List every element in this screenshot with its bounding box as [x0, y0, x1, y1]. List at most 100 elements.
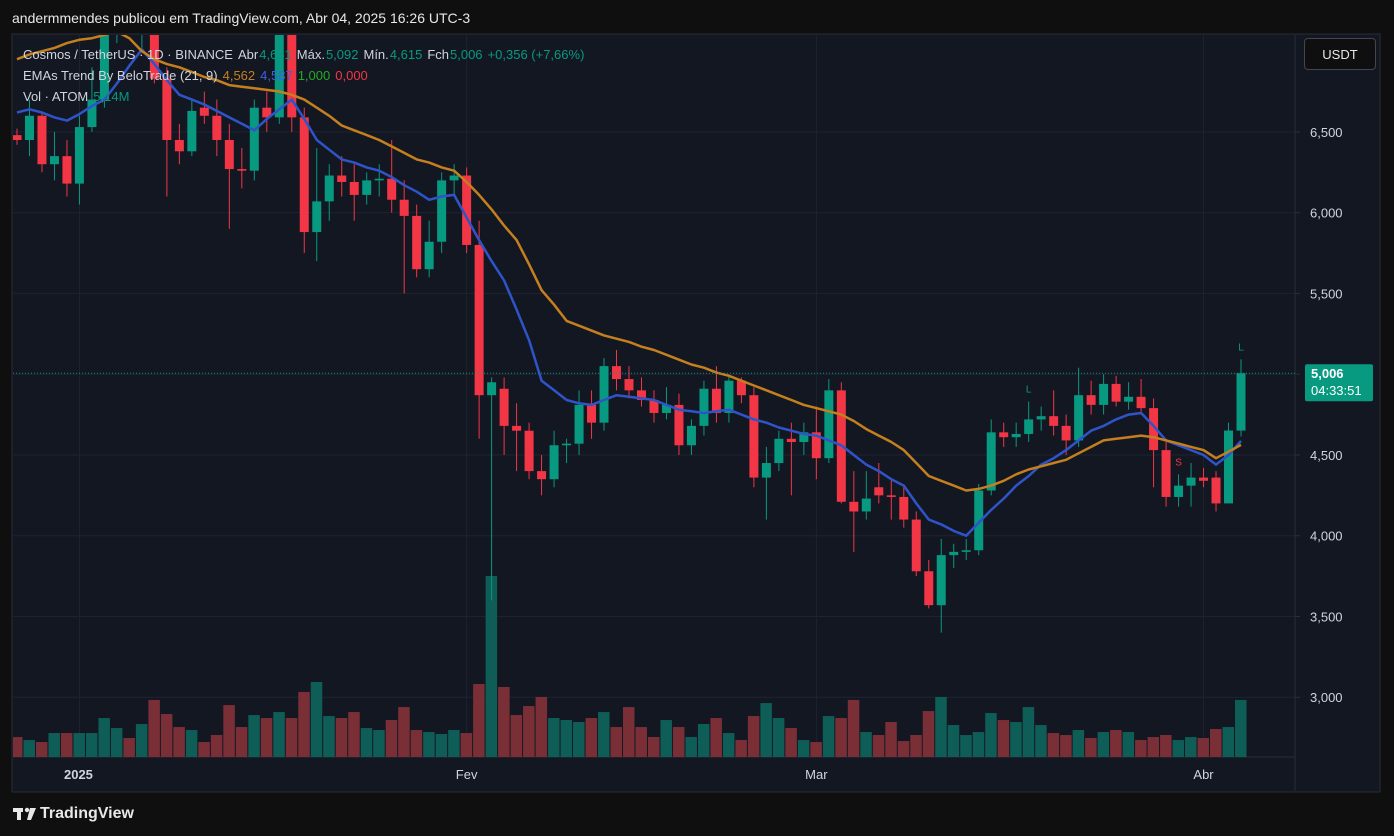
candle-body — [599, 366, 609, 423]
last-price-tag — [1305, 364, 1373, 402]
volume-bar — [1135, 740, 1147, 757]
y-tick-label: 4,000 — [1310, 529, 1343, 544]
candle-body — [212, 115, 222, 140]
volume-bar — [872, 735, 885, 757]
volume-bar — [385, 720, 398, 757]
candle-body — [474, 244, 484, 396]
volume-bar — [1160, 735, 1172, 757]
candle-body — [49, 156, 59, 165]
volume-bar — [835, 718, 847, 757]
volume-bar — [323, 716, 335, 757]
volume-bar — [697, 724, 710, 757]
candle-body — [1074, 395, 1084, 441]
volume-bar — [1010, 722, 1022, 757]
volume-bar — [285, 718, 298, 757]
candle-body — [499, 388, 509, 426]
close-label: Fch — [427, 47, 449, 62]
volume-bar — [997, 720, 1010, 757]
candle-body — [961, 550, 971, 552]
volume-bar — [1085, 738, 1097, 757]
volume-bar — [598, 712, 610, 757]
volume-bar — [98, 718, 110, 757]
candle-body — [524, 430, 534, 472]
volume-bar — [810, 742, 822, 757]
candle-body — [1061, 425, 1071, 441]
candle-body — [1174, 485, 1184, 497]
volume-bar — [23, 740, 35, 757]
volume-bar — [510, 715, 523, 757]
candle-body — [1111, 383, 1121, 402]
last-price-label: 5,006 — [1311, 366, 1344, 381]
candle-body — [399, 199, 409, 216]
ema-line — [16, 35, 1242, 492]
candle-body — [1211, 477, 1221, 504]
volume-bar — [1047, 733, 1060, 757]
candle-body — [287, 35, 297, 118]
volume-bar — [473, 683, 485, 757]
volume-bar — [1110, 730, 1122, 757]
signal-label: L — [1026, 385, 1032, 396]
volume-bar — [672, 727, 685, 757]
candle-body — [125, 3, 134, 19]
volume-bar — [910, 735, 922, 757]
short-signal-value: 0,000 — [335, 68, 368, 83]
low-label: Mín. — [363, 47, 389, 62]
candle-body — [412, 215, 422, 270]
y-tick-label: 4,500 — [1310, 448, 1343, 463]
volume-bar — [585, 718, 598, 757]
volume-bar — [947, 725, 960, 757]
candle-body — [1224, 430, 1234, 504]
volume-bar — [1172, 740, 1185, 757]
volume-bar — [373, 730, 385, 757]
candle-body — [1011, 433, 1021, 438]
volume-bar — [1222, 727, 1235, 757]
volume-bar — [1210, 729, 1222, 757]
candle-body — [162, 78, 172, 140]
volume-bar — [885, 722, 897, 757]
candle-body — [149, 35, 159, 79]
y-tick-label: 6,500 — [1310, 125, 1343, 140]
candle-body — [137, 11, 146, 19]
volume-bar — [772, 718, 785, 757]
y-tick-label: 6,000 — [1310, 206, 1343, 221]
candle-body — [774, 438, 784, 464]
long-signal-value: 1,000 — [297, 68, 331, 83]
volume-bar — [535, 696, 548, 757]
candle-body — [1161, 450, 1171, 497]
candle-body — [699, 388, 709, 426]
candle-body — [549, 445, 559, 480]
y-tick-label: 5,500 — [1310, 286, 1343, 301]
candle-body — [686, 425, 696, 446]
candle-body — [736, 380, 746, 396]
currency-button[interactable]: USDT — [1304, 38, 1376, 70]
candle-body — [886, 495, 896, 497]
candle-body — [999, 432, 1009, 438]
volume-bar — [173, 727, 185, 757]
volume-bar — [922, 711, 935, 757]
candle-body — [362, 180, 372, 195]
candle-body — [649, 400, 659, 413]
candle-body — [749, 395, 759, 478]
volume-bar — [822, 716, 835, 757]
footer-brand: TradingView — [40, 805, 134, 822]
volume-bar — [235, 727, 248, 757]
volume-bar — [448, 730, 460, 757]
candle-body — [462, 175, 472, 245]
volume-bar — [1035, 725, 1047, 757]
candle-body — [811, 432, 821, 459]
candle-body — [199, 107, 209, 116]
volume-bar — [485, 576, 498, 757]
candle-body — [724, 380, 734, 413]
volume-bar — [735, 740, 747, 757]
candle-body — [1199, 477, 1209, 481]
candle-body — [449, 175, 459, 181]
candle-body — [187, 110, 197, 152]
volume-bar — [1147, 737, 1160, 757]
candle-body — [1024, 419, 1034, 434]
volume-bar — [573, 722, 585, 757]
volume-bar — [722, 733, 735, 757]
candle-body — [87, 99, 97, 128]
candle-body — [487, 382, 497, 396]
volume-bar — [1097, 732, 1110, 757]
